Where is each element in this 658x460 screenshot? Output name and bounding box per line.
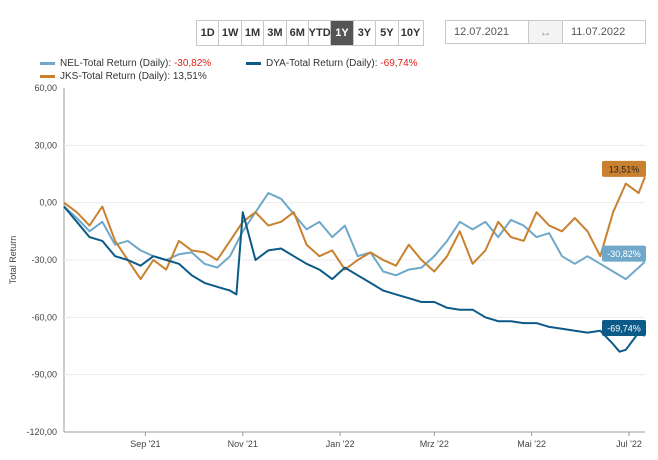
x-tick-label: Mrz '22 — [420, 439, 449, 449]
range-button-1m[interactable]: 1M — [241, 21, 265, 45]
range-button-1d[interactable]: 1D — [197, 21, 220, 45]
range-button-3m[interactable]: 3M — [264, 21, 287, 45]
date-range-arrow-icon: ↔ — [529, 20, 562, 44]
legend-item-jks[interactable]: JKS-Total Return (Daily): 13,51% — [40, 71, 207, 82]
y-tick-label: 60,00 — [34, 83, 57, 93]
x-tick-label: Jul '22 — [616, 439, 642, 449]
end-value-label-nel: -30,82% — [607, 249, 641, 259]
end-value-flag-nel — [602, 245, 646, 262]
end-value-label-dya: -69,74% — [607, 323, 641, 333]
range-button-1y[interactable]: 1Y — [331, 21, 354, 45]
legend-swatch-nel — [40, 62, 55, 65]
date-from-field[interactable]: 12.07.2021 — [445, 20, 529, 44]
legend-item-nel[interactable]: NEL-Total Return (Daily): -30,82% — [40, 58, 211, 69]
y-axis-label: Total Return — [8, 236, 18, 285]
range-button-3y[interactable]: 3Y — [353, 21, 377, 45]
legend-item-dya[interactable]: DYA-Total Return (Daily): -69,74% — [246, 58, 418, 69]
y-tick-label: -60,00 — [31, 312, 57, 322]
x-tick-label: Sep '21 — [130, 439, 160, 449]
range-button-10y[interactable]: 10Y — [398, 21, 423, 45]
end-value-flag-dya — [602, 319, 646, 336]
range-button-1w[interactable]: 1W — [219, 21, 242, 45]
end-value-label-jks: 13,51% — [609, 164, 640, 174]
legend-swatch-jks — [40, 75, 55, 78]
date-to-field[interactable]: 11.07.2022 — [562, 20, 646, 44]
x-tick-label: Jan '22 — [326, 439, 355, 449]
legend-value-jks: 13,51% — [172, 71, 207, 82]
range-selector: 1D 1W 1M 3M 6M YTD 1Y 3Y 5Y 10Y — [196, 20, 424, 46]
legend-label-jks: JKS-Total Return (Daily): — [60, 71, 171, 82]
legend-label-dya: DYA-Total Return (Daily): — [266, 58, 378, 69]
y-tick-label: -90,00 — [31, 370, 57, 380]
y-tick-label: 30,00 — [34, 140, 57, 150]
legend-label-nel: NEL-Total Return (Daily): — [60, 58, 172, 69]
series-line-nel — [63, 192, 646, 281]
end-value-flag-jks — [602, 160, 646, 177]
y-tick-label: 0,00 — [39, 198, 57, 208]
y-tick-label: -120,00 — [26, 427, 57, 437]
range-button-ytd[interactable]: YTD — [309, 21, 332, 45]
series-line-dya — [63, 205, 646, 353]
legend-swatch-dya — [246, 62, 261, 65]
x-tick-label: Nov '21 — [228, 439, 258, 449]
range-button-6m[interactable]: 6M — [286, 21, 309, 45]
series-line-jks — [63, 176, 646, 281]
x-tick-label: Mai '22 — [517, 439, 546, 449]
legend-value-nel: -30,82% — [173, 58, 212, 69]
legend-value-dya: -69,74% — [380, 58, 418, 69]
y-tick-label: -30,00 — [31, 255, 57, 265]
range-button-5y[interactable]: 5Y — [376, 21, 399, 45]
